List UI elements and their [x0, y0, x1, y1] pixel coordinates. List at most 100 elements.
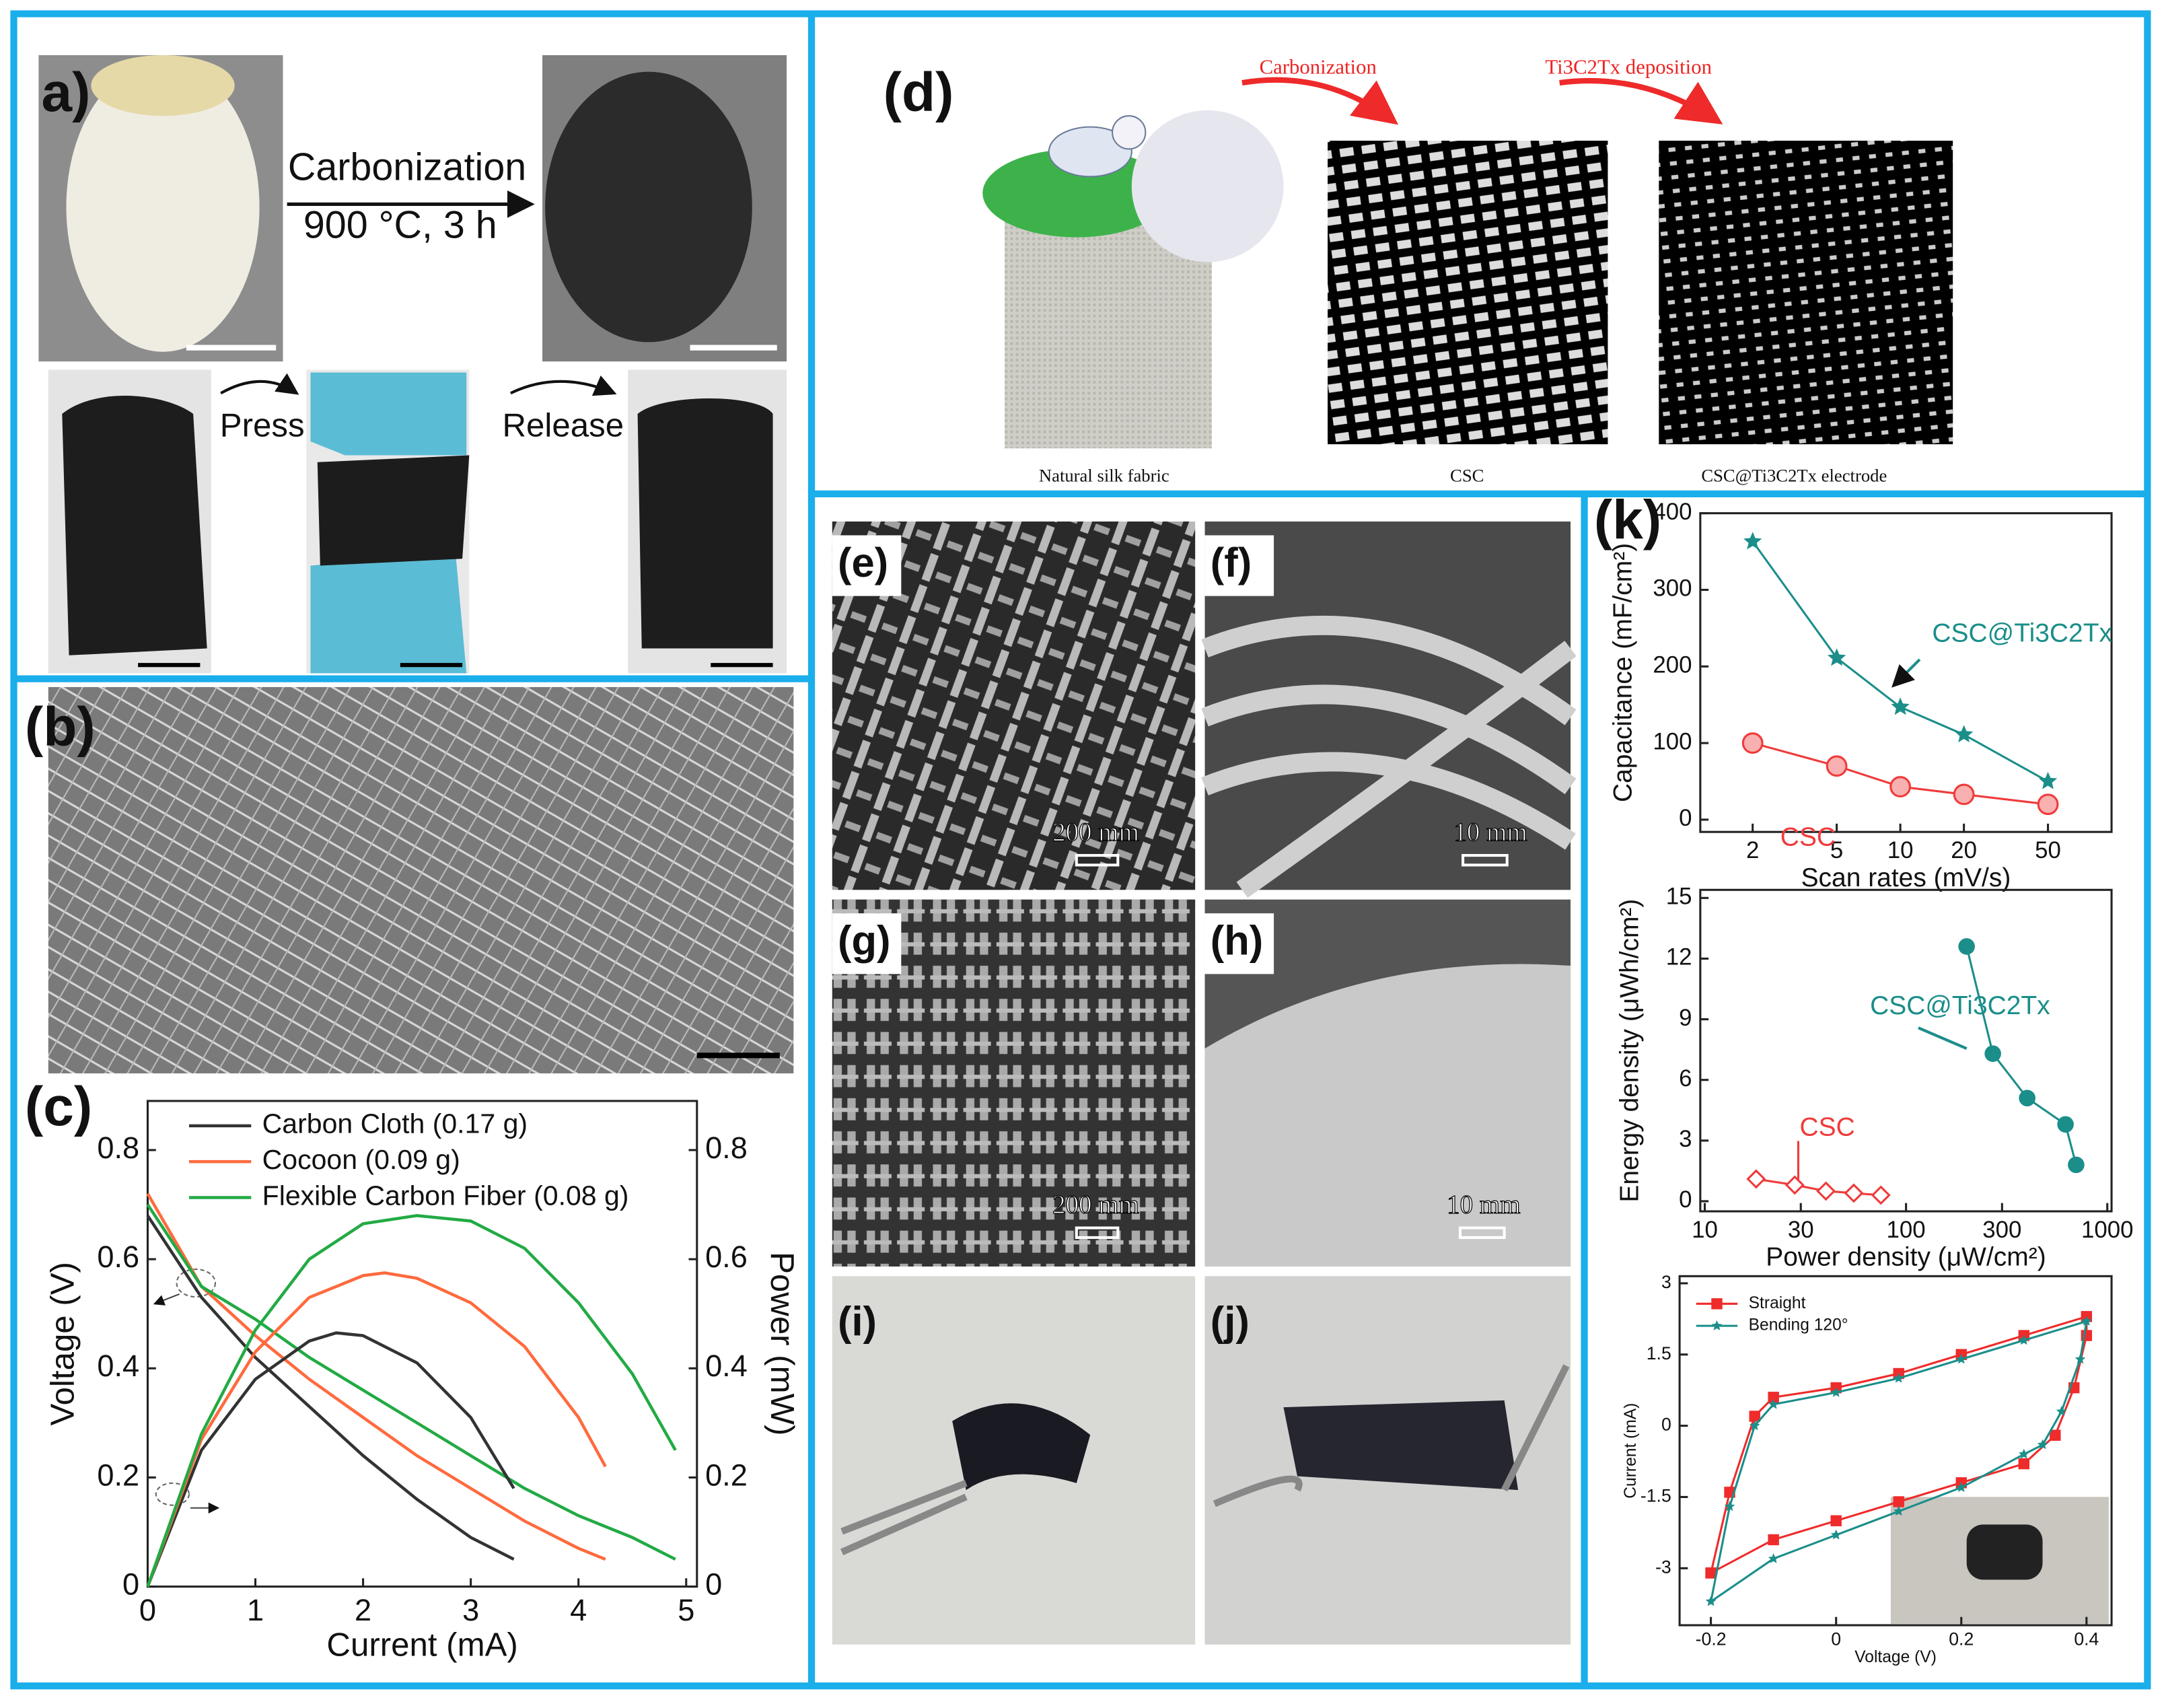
panel-label: (h) — [1211, 918, 1264, 964]
x-tick-label: 100 — [1887, 1217, 1926, 1243]
y-tick-label: 0.8 — [97, 1131, 139, 1165]
data-line — [146, 1215, 515, 1561]
y2-tick-label: 0.4 — [705, 1349, 748, 1383]
marker — [2068, 1156, 2085, 1174]
x-axis-label: Voltage (V) — [1854, 1648, 1937, 1666]
carbon-block — [637, 398, 773, 649]
x-tick-label: 3 — [462, 1593, 479, 1627]
fabric — [952, 1403, 1091, 1491]
y-tick-label: 200 — [1653, 652, 1692, 678]
x-tick-label: 20 — [1951, 837, 1977, 863]
x-tick-label: 5 — [678, 1593, 694, 1627]
step-label: Carbonization — [1260, 56, 1377, 79]
y2-tick-label: 0.8 — [705, 1131, 748, 1165]
y-tick-label: 0 — [1679, 805, 1692, 831]
scale-bar — [1462, 854, 1509, 867]
marker — [1711, 1320, 1723, 1330]
marker — [1705, 1596, 1717, 1606]
silk-swirl — [1131, 110, 1284, 262]
annotation: CSC — [1800, 1112, 1855, 1141]
panel-label: (b) — [25, 697, 96, 758]
marker — [2018, 1458, 2030, 1470]
label-box — [1204, 913, 1274, 974]
marker — [1724, 1501, 1735, 1511]
fiber — [1204, 964, 1571, 1267]
scale-label: 200 mm — [1052, 818, 1139, 847]
x-tick-label: 1000 — [2081, 1217, 2134, 1243]
axis-indicator — [176, 1269, 216, 1298]
plot-frame — [1678, 1275, 2113, 1627]
caption: CSC — [1450, 465, 1484, 485]
marker — [1749, 1411, 1760, 1422]
marker — [1741, 732, 1764, 754]
marker — [1711, 1298, 1723, 1310]
panel-label: (f) — [1211, 540, 1252, 586]
x-axis-label: Power density (μW/cm²) — [1766, 1243, 2046, 1272]
cocoon-opening — [91, 55, 235, 116]
marker — [1955, 1353, 1967, 1364]
y-tick-label: 6 — [1679, 1065, 1692, 1092]
x-tick-label: 10 — [1887, 837, 1914, 863]
step-label: Ti3C2Tx deposition — [1545, 56, 1712, 79]
marker — [2056, 1406, 2067, 1416]
y-tick-label: -3 — [1655, 1557, 1671, 1577]
y-tick-label: 15 — [1666, 884, 1692, 910]
data-line — [146, 1271, 607, 1588]
y2-tick-label: 0.2 — [705, 1458, 748, 1492]
marker — [1827, 648, 1846, 666]
x-tick-label: 0.2 — [1949, 1629, 1974, 1649]
marker — [1768, 1398, 1779, 1409]
y-axis-label: Capacitance (mF/cm²) — [1608, 543, 1637, 802]
silkworm — [1048, 126, 1132, 178]
x-tick-label: 4 — [570, 1593, 587, 1627]
x-tick-label: 300 — [1982, 1217, 2021, 1243]
marker — [1891, 697, 1910, 715]
y-tick-label: -1.5 — [1640, 1486, 1671, 1506]
arrow — [1918, 1026, 1968, 1050]
marker — [1743, 532, 1762, 550]
data-line — [146, 1203, 676, 1561]
y-tick-label: 9 — [1679, 1005, 1692, 1031]
marker — [2019, 1448, 2029, 1459]
panel-frames — [10, 10, 2151, 1690]
x-axis-label: Current (mA) — [326, 1626, 517, 1663]
glove — [310, 372, 467, 456]
label-box — [832, 913, 902, 974]
marker — [1955, 725, 1974, 743]
y-tick-label: 400 — [1653, 499, 1692, 525]
marker — [1749, 1420, 1760, 1431]
csc-image — [1328, 141, 1608, 445]
data-line — [146, 1331, 515, 1588]
arrow — [153, 1293, 180, 1306]
legend-label: Cocoon (0.09 g) — [262, 1144, 460, 1175]
silkworm-head — [1112, 115, 1147, 150]
marker — [1705, 1567, 1717, 1579]
legend-label: Bending 120° — [1749, 1316, 1848, 1335]
marker — [1830, 1529, 1842, 1540]
marker — [1768, 1553, 1779, 1563]
x-tick-label: 2 — [355, 1593, 371, 1627]
glove — [310, 552, 467, 674]
annotation: CSC@Ti3C2Tx — [1932, 618, 2112, 647]
panel-label: (j) — [1211, 1298, 1250, 1345]
data-line — [146, 1214, 677, 1588]
marker — [1894, 1505, 1904, 1516]
data-line — [146, 1193, 606, 1561]
x-tick-label: 50 — [2035, 837, 2061, 863]
y-tick-label: 0.4 — [97, 1349, 139, 1383]
x-tick-label: 1 — [247, 1593, 264, 1627]
cocoon — [66, 62, 260, 352]
data-line — [1710, 1320, 2088, 1603]
x-tick-label: 5 — [1830, 837, 1843, 863]
marker — [1768, 1392, 1779, 1403]
fiber — [1201, 616, 1577, 898]
y-tick-label: 3 — [1661, 1272, 1671, 1292]
scale-label: 200 mm — [1052, 1190, 1139, 1219]
marker — [1768, 1534, 1779, 1546]
marker — [1844, 1183, 1864, 1203]
marker — [1955, 1482, 1967, 1492]
arrow — [509, 375, 617, 396]
marker — [1958, 938, 1975, 955]
fabric — [1283, 1400, 1519, 1491]
